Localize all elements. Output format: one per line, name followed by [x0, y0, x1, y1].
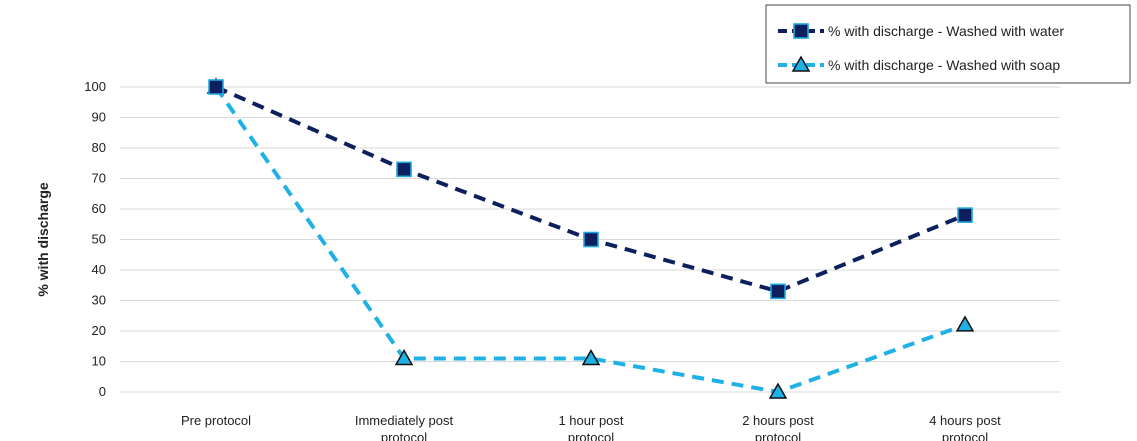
data-point-triangle — [581, 348, 601, 366]
y-tick-label: 50 — [92, 232, 106, 247]
legend-label: % with discharge - Washed with soap — [828, 57, 1060, 73]
x-category-label: 4 hours post protocol — [929, 413, 1001, 441]
y-tick-label: 20 — [92, 323, 106, 338]
x-category-label: 1 hour post protocol — [558, 413, 623, 441]
data-point-square — [583, 231, 599, 248]
x-category-label-line: protocol — [755, 430, 801, 441]
x-category-label: Immediately post protocol — [355, 413, 454, 441]
data-point-square — [957, 207, 973, 223]
x-category-label-line: Immediately post — [355, 413, 454, 428]
data-point-triangle — [791, 55, 811, 72]
data-point-triangle — [394, 348, 414, 366]
series-line — [214, 85, 966, 395]
y-tick-label: 80 — [92, 140, 106, 155]
data-point-triangle — [768, 382, 788, 399]
y-tick-label: 90 — [92, 110, 106, 125]
data-point-square — [770, 283, 786, 300]
x-category-label-line: 2 hours post — [742, 413, 814, 428]
legend-label: % with discharge - Washed with water — [828, 23, 1064, 39]
data-point-triangle — [955, 315, 975, 332]
series-soap — [214, 85, 966, 395]
y-tick-label: 10 — [92, 354, 106, 369]
x-category-label-line: protocol — [568, 430, 614, 441]
x-category-label-line: 1 hour post — [558, 413, 623, 428]
y-tick-label: 30 — [92, 293, 106, 308]
y-tick-label: 60 — [92, 201, 106, 216]
legend: % with discharge - Washed with water % wi… — [765, 4, 1131, 84]
y-axis-ticks: 0 10 20 30 40 50 60 70 80 90 100 — [84, 79, 106, 399]
x-category-label-line: protocol — [381, 430, 427, 441]
legend-box — [765, 4, 1131, 84]
data-point-square — [396, 161, 412, 178]
y-axis-label: % with discharge — [35, 182, 51, 297]
series-group — [206, 77, 975, 399]
x-category-label: Pre protocol — [181, 413, 251, 428]
y-tick-label: 100 — [84, 79, 106, 94]
x-category-label-line: 4 hours post — [929, 413, 1001, 428]
legend-item: % with discharge - Washed with soap — [778, 55, 1060, 73]
x-category-label-line: protocol — [942, 430, 988, 441]
legend-item: % with discharge - Washed with water — [778, 23, 1064, 39]
x-category-label: 2 hours post protocol — [742, 413, 814, 441]
x-category-label-line: Pre protocol — [181, 413, 251, 428]
data-point-square — [208, 79, 224, 95]
data-point-square — [793, 23, 809, 39]
series-markers-water — [208, 79, 973, 300]
y-tick-label: 0 — [99, 384, 106, 399]
y-tick-label: 70 — [92, 171, 106, 186]
y-tick-label: 40 — [92, 262, 106, 277]
